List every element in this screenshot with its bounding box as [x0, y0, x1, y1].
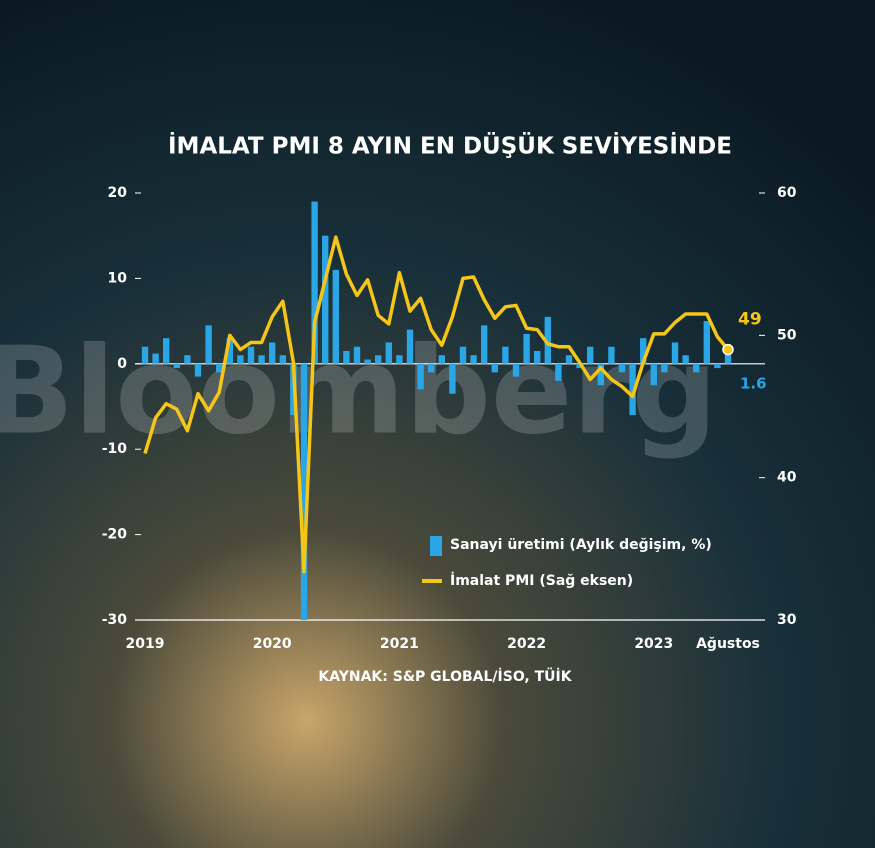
pmi-last-point — [722, 343, 734, 356]
bar — [141, 346, 149, 364]
pmi-line — [143, 235, 730, 574]
bar — [555, 363, 562, 381]
bar — [714, 363, 721, 369]
bar — [343, 350, 350, 364]
bar — [534, 350, 541, 364]
bar — [491, 363, 498, 373]
legend-label: Sanayi üretimi (Aylık değişim, %) — [450, 537, 712, 553]
bar — [587, 346, 594, 364]
bar — [544, 316, 551, 364]
bar — [216, 363, 223, 373]
bar — [184, 355, 191, 364]
bar — [322, 235, 329, 364]
bar — [300, 363, 308, 620]
ip-last-label: 1.6 — [740, 374, 767, 392]
x-tick-label: 2019 — [126, 636, 165, 652]
y-tick-label: 0 — [117, 356, 127, 372]
bar — [205, 325, 212, 364]
bar — [671, 342, 679, 364]
bar — [661, 363, 668, 373]
bar — [502, 346, 509, 364]
bar — [693, 363, 700, 373]
y-tick-label: 20 — [108, 185, 128, 201]
bar — [396, 355, 403, 364]
bar — [629, 363, 636, 416]
bar — [438, 355, 445, 364]
bar — [481, 325, 488, 364]
bar — [428, 363, 435, 373]
legend-swatch — [430, 536, 442, 556]
bar — [311, 201, 318, 364]
bar — [279, 355, 286, 364]
bar — [269, 342, 276, 364]
y-tick-label: -10 — [102, 441, 128, 457]
x-tick-label: 2020 — [253, 636, 292, 652]
bar — [703, 321, 710, 364]
x-tick-label: 2022 — [507, 636, 546, 652]
bar — [523, 333, 530, 364]
bar — [608, 346, 615, 364]
y-tick-label: 10 — [108, 270, 128, 286]
bar — [258, 355, 265, 364]
bar — [618, 363, 626, 373]
bar — [417, 363, 424, 390]
bar — [152, 353, 159, 364]
bar — [385, 342, 392, 364]
pmi-last-label: 49 — [738, 310, 762, 330]
bar — [565, 355, 573, 364]
bar — [724, 350, 732, 364]
bar — [364, 359, 371, 364]
y2-tick-label: 60 — [777, 185, 797, 201]
watermark: Bloomberg — [0, 323, 717, 462]
bar — [173, 363, 180, 369]
bar — [406, 329, 414, 364]
legend-label: İmalat PMI (Sağ eksen) — [450, 572, 633, 589]
source: KAYNAK: S&P GLOBAL/İSO, TÜİK — [318, 667, 572, 685]
y-tick-label: -20 — [102, 527, 128, 543]
bar — [576, 363, 583, 369]
y2-tick-label: 40 — [777, 470, 797, 486]
bar — [682, 355, 689, 364]
bar — [226, 338, 233, 364]
bar — [163, 338, 170, 364]
y2-tick-label: 50 — [777, 327, 797, 343]
bar — [470, 355, 477, 364]
bar — [449, 363, 456, 394]
bar — [247, 346, 255, 364]
bar — [353, 346, 361, 364]
bar — [194, 363, 202, 377]
bar — [512, 363, 520, 377]
bar — [237, 355, 244, 364]
x-tick-label: Ağustos — [696, 636, 760, 652]
y2-tick-label: 30 — [777, 612, 797, 628]
bar — [459, 346, 467, 364]
y-tick-label: -30 — [102, 612, 128, 628]
bar — [650, 363, 657, 386]
chart-title: İMALAT PMI 8 AYIN EN DÜŞÜK SEVİYESİNDE — [168, 132, 732, 160]
x-tick-label: 2021 — [380, 636, 419, 652]
bar — [597, 363, 604, 386]
bar — [640, 338, 647, 364]
bar — [332, 269, 339, 364]
x-tick-label: 2023 — [634, 636, 673, 652]
bar — [375, 355, 382, 364]
